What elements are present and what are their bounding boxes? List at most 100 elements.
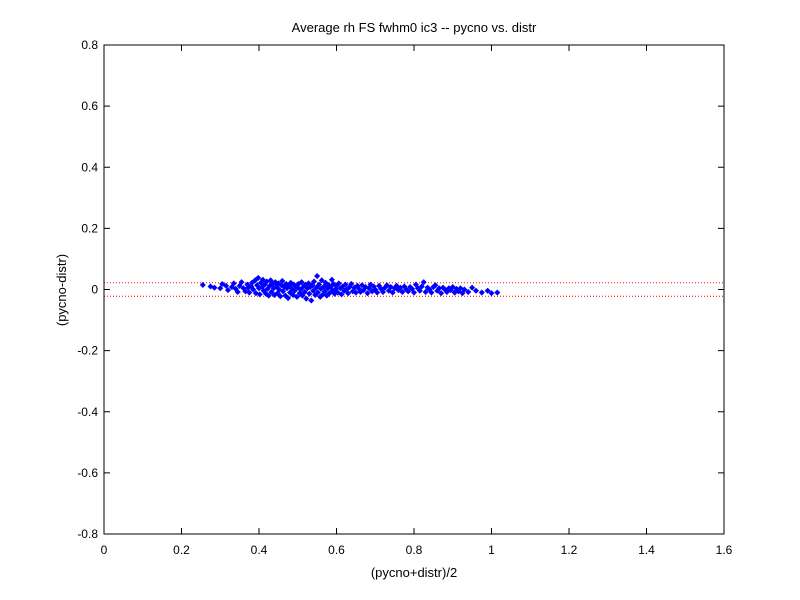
data-point (428, 289, 435, 296)
x-tick-label: 1.4 (638, 543, 655, 557)
data-point (472, 287, 480, 294)
data-point (484, 287, 491, 294)
data-point (276, 286, 283, 293)
data-point (242, 288, 249, 295)
data-point (342, 281, 349, 288)
data-point (277, 293, 284, 300)
data-point (457, 285, 464, 292)
y-axis-label: (pycno-distr) (54, 254, 69, 326)
data-point (279, 277, 286, 284)
x-tick-label: 0.6 (328, 543, 345, 557)
data-point (313, 284, 320, 291)
data-point (465, 288, 472, 295)
data-point (199, 281, 206, 288)
data-point (410, 289, 418, 296)
data-point (416, 287, 423, 294)
data-point (478, 289, 485, 296)
data-point (268, 288, 275, 295)
data-point (219, 280, 226, 288)
y-tick-label: 0 (91, 283, 98, 297)
data-point (321, 288, 328, 295)
data-point (449, 284, 456, 291)
data-point (374, 289, 381, 296)
data-point (379, 288, 387, 295)
data-point (418, 283, 425, 290)
data-point (432, 282, 439, 289)
data-point (306, 290, 313, 297)
data-point (285, 295, 292, 302)
chart-title: Average rh FS fwhm0 ic3 -- pycno vs. dis… (292, 20, 537, 35)
y-axis-ticks: -0.8 -0.6 -0.4 -0.2 0 0.2 0.4 0.6 0.8 (77, 38, 724, 541)
data-point (207, 283, 214, 290)
data-point (238, 279, 245, 286)
data-point (335, 280, 342, 287)
data-point (383, 282, 390, 289)
data-point (334, 289, 341, 296)
data-point (293, 293, 300, 300)
data-point (311, 278, 318, 285)
data-point (246, 289, 253, 296)
data-point (314, 273, 321, 280)
data-point (438, 290, 445, 297)
data-point (230, 280, 237, 287)
data-point (256, 291, 263, 298)
data-point (298, 279, 305, 286)
data-point (224, 287, 232, 294)
data-point (362, 284, 369, 291)
data-point (405, 288, 412, 295)
data-point (399, 288, 406, 295)
data-point (348, 280, 355, 288)
data-point (338, 291, 345, 298)
y-tick-label: 0.8 (81, 38, 98, 52)
y-tick-label: -0.4 (77, 405, 98, 419)
data-point (352, 289, 359, 296)
data-point (461, 286, 468, 293)
data-point (217, 285, 224, 292)
y-tick-label: -0.8 (77, 527, 98, 541)
data-point (393, 282, 400, 289)
data-point (211, 284, 218, 291)
x-tick-label: 0 (101, 543, 108, 557)
data-point (330, 280, 337, 288)
reference-lines (104, 282, 724, 297)
data-point (223, 282, 230, 289)
x-tick-label: 1.6 (716, 543, 733, 557)
data-point (314, 289, 321, 296)
data-point (255, 274, 262, 281)
y-tick-label: 0.4 (81, 160, 98, 174)
data-point (297, 286, 304, 293)
x-tick-label: 0.8 (406, 543, 423, 557)
x-tick-label: 0.4 (251, 543, 268, 557)
data-point (290, 291, 297, 299)
data-point (299, 292, 306, 299)
data-point (280, 288, 287, 295)
data-point (469, 284, 476, 291)
data-point (310, 287, 317, 294)
y-tick-label: 0.6 (81, 99, 98, 113)
data-points (199, 273, 501, 304)
x-axis-ticks: 0 0.2 0.4 0.6 0.8 1 1.2 1.4 1.6 (101, 45, 733, 557)
data-point (308, 297, 315, 304)
data-point (420, 279, 427, 286)
x-tick-label: 0.2 (173, 543, 190, 557)
data-point (364, 290, 371, 297)
data-point (259, 276, 266, 283)
data-point (301, 288, 308, 295)
data-point (265, 292, 272, 299)
data-point (234, 288, 241, 295)
data-point (318, 277, 325, 284)
data-point (250, 286, 257, 293)
x-tick-label: 1.2 (561, 543, 578, 557)
data-point (303, 295, 310, 302)
data-point (288, 285, 295, 292)
data-point (316, 281, 323, 288)
data-point (291, 287, 298, 294)
y-tick-label: 0.2 (81, 221, 98, 235)
data-point (389, 289, 396, 296)
data-point (494, 289, 501, 296)
data-point (262, 290, 269, 297)
data-point (488, 290, 495, 297)
x-tick-label: 1 (488, 543, 495, 557)
